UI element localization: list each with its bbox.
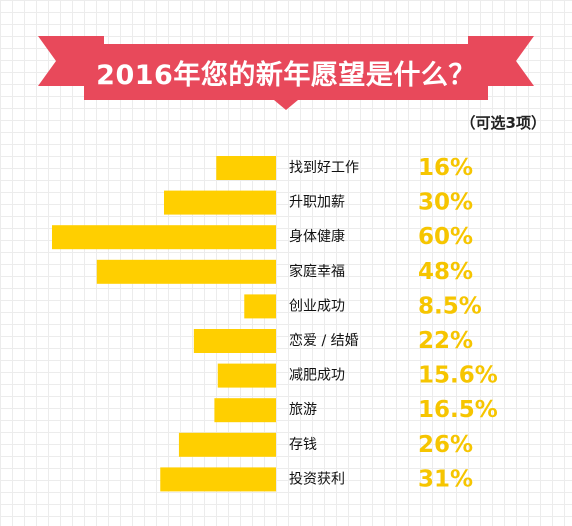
title-banner xyxy=(38,36,534,110)
banner-center xyxy=(84,44,488,100)
category-label-9: 投资获利 xyxy=(289,471,345,487)
bar-5 xyxy=(193,329,276,353)
value-label-9: 31% xyxy=(418,466,473,492)
category-label-6: 减肥成功 xyxy=(289,368,345,384)
value-label-2: 60% xyxy=(418,224,473,250)
value-label-7: 16.5% xyxy=(418,397,498,423)
category-label-0: 找到好工作 xyxy=(289,160,359,176)
value-label-4: 8.5% xyxy=(418,293,482,319)
banner-pointer xyxy=(274,100,298,110)
bar-3 xyxy=(96,259,276,284)
value-label-1: 30% xyxy=(418,190,473,216)
bar-8 xyxy=(178,432,276,457)
value-label-0: 16% xyxy=(418,155,473,181)
bar-6 xyxy=(217,363,276,388)
bar-1 xyxy=(164,190,276,215)
value-label-5: 22% xyxy=(418,328,473,354)
category-label-4: 创业成功 xyxy=(289,298,345,314)
bar-0 xyxy=(216,156,276,180)
bar-9 xyxy=(160,467,276,492)
bar-7 xyxy=(214,398,276,423)
category-label-8: 存钱 xyxy=(289,437,317,453)
category-label-1: 升职加薪 xyxy=(289,195,345,211)
selection-note: （可选3项） xyxy=(460,114,546,132)
category-label-7: 旅游 xyxy=(289,402,317,418)
category-label-3: 家庭幸福 xyxy=(289,263,345,280)
value-label-6: 15.6% xyxy=(418,363,498,389)
value-label-3: 48% xyxy=(418,259,473,285)
value-label-8: 26% xyxy=(418,432,473,458)
category-label-5: 恋爱 / 结婚 xyxy=(289,332,359,349)
category-label-2: 身体健康 xyxy=(289,228,345,245)
bar-4 xyxy=(244,294,276,319)
chart-title: 2016年您的新年愿望是什么？ xyxy=(96,59,476,91)
bar-2 xyxy=(52,225,276,250)
